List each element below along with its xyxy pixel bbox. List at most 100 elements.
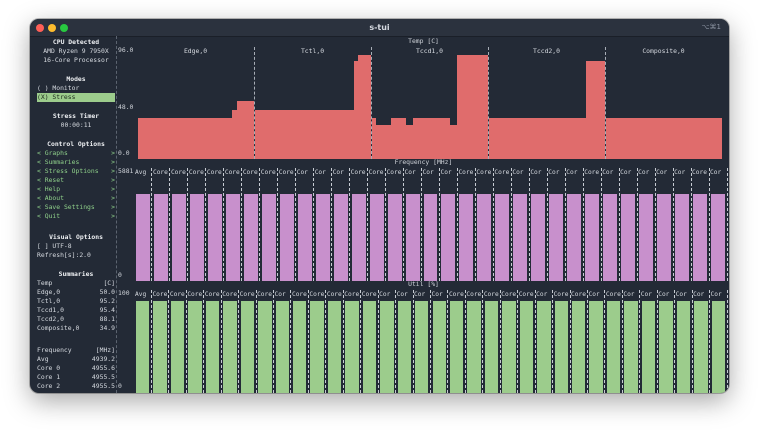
menu-item-label: Save Settings [44, 203, 95, 211]
temp-bar [530, 118, 533, 159]
control-option-stress-options[interactable]: < Stress Options > [37, 167, 115, 176]
freq-summary-row: Core 0 4955.6 [37, 364, 115, 373]
util-column-label: Core [605, 291, 621, 298]
util-column-label: Core [518, 291, 534, 298]
control-option-quit[interactable]: < Quit > [37, 212, 115, 221]
temp-bar [572, 118, 575, 159]
freq-bar [621, 193, 636, 281]
temp-bar [308, 110, 312, 159]
temp-bar [348, 110, 352, 159]
control-option-graphs[interactable]: < Graphs > [37, 149, 115, 158]
util-bar [502, 300, 516, 393]
temp-bar [409, 124, 414, 159]
control-option-reset[interactable]: < Reset > [37, 176, 115, 185]
temp-summary-name: Edge,0 [37, 288, 61, 296]
temp-summary-value: 34.9 [99, 324, 115, 332]
freq-column-divider [331, 168, 333, 281]
control-option-about[interactable]: < About > [37, 194, 115, 203]
freq-column-divider [367, 168, 369, 281]
utf8-checkbox[interactable]: [ ] UTF-8 [37, 242, 72, 250]
control-option-save-settings[interactable]: < Save Settings > [37, 203, 115, 212]
chevron-left-icon: < [37, 167, 41, 175]
chevron-right-icon: > [111, 212, 115, 220]
temp-bar [355, 61, 359, 159]
control-option-help[interactable]: < Help > [37, 185, 115, 194]
freq-bar [585, 193, 600, 281]
freq-bar [693, 193, 708, 281]
util-column-label: Core [291, 291, 307, 298]
util-bar [415, 300, 429, 393]
temp-sensor-label: Tctl,0 [300, 47, 325, 55]
temp-bar [552, 118, 554, 159]
control-options-title: Control Options [47, 140, 105, 148]
menu-item-text: < Quit [37, 212, 60, 221]
temp-bar [593, 61, 596, 159]
freq-summary-name: Core 2 [37, 382, 61, 390]
freq-column-label: Core [224, 169, 240, 176]
temp-sensor-divider [254, 47, 256, 159]
refresh-rate-field[interactable]: Refresh[s]:2.0 [37, 251, 91, 259]
temp-bar [570, 118, 573, 159]
close-window-button[interactable] [36, 24, 44, 32]
util-column-label: Core [483, 291, 499, 298]
freq-bar [405, 193, 420, 281]
control-option-summaries[interactable]: < Summaries > [37, 158, 115, 167]
util-bar [572, 300, 586, 393]
util-column-divider [447, 290, 449, 393]
util-column-divider [534, 290, 537, 393]
zoom-window-button[interactable] [60, 24, 68, 32]
freq-bar [675, 193, 690, 281]
temp-bar [164, 118, 170, 159]
util-column-divider [709, 290, 711, 393]
temp-bar [264, 110, 268, 159]
temp-summary-name: Tctl,0 [37, 297, 61, 305]
freq-bar [459, 193, 474, 281]
freq-column-divider [241, 168, 243, 281]
chevron-left-icon: < [37, 185, 41, 193]
util-bar [624, 300, 638, 393]
temp-bar [546, 118, 549, 159]
freq-bar [297, 193, 312, 281]
temp-bar [311, 110, 315, 159]
mode-monitor-radio[interactable]: ( ) Monitor [37, 84, 80, 92]
temp-bar [287, 110, 291, 159]
util-column-divider [255, 290, 258, 393]
temp-bar [498, 118, 500, 159]
minimize-window-button[interactable] [48, 24, 56, 32]
temp-bar [479, 55, 484, 159]
util-column-label: Cor [588, 291, 600, 298]
util-column-label: Core [553, 291, 569, 298]
temp-bar [273, 110, 277, 159]
freq-graph-title: Frequency [MHz] [394, 158, 453, 166]
temp-bar [594, 61, 597, 159]
util-bar [554, 300, 569, 393]
util-graph-title: Util [%] [408, 280, 439, 288]
temp-bar [143, 118, 150, 159]
temp-bar [533, 118, 536, 159]
temp-bar [576, 118, 579, 159]
temp-bar [535, 118, 537, 159]
temp-bar [242, 100, 249, 159]
temp-bar [304, 110, 308, 159]
temp-bar [584, 118, 587, 159]
mode-stress-radio[interactable]: (X) Stress [37, 93, 115, 102]
temp-bar [575, 118, 577, 159]
util-column-label: Core [187, 291, 203, 298]
freq-column-label: Cor [440, 169, 452, 176]
temp-bar [490, 124, 492, 159]
freq-column-label: Cor [656, 169, 668, 176]
cpu-model-line1: AMD Ryzen 9 7950X [43, 47, 109, 55]
temp-summary-row: Tccd1,0 95.4 [37, 306, 115, 315]
menu-item-text: < Help [37, 185, 60, 194]
temp-bar [334, 110, 338, 159]
temp-bar [372, 118, 377, 159]
temp-bar [548, 118, 551, 159]
temp-bar [541, 118, 544, 159]
temp-bar [595, 61, 598, 159]
temp-bar [169, 118, 176, 159]
temp-bar [237, 100, 244, 159]
temp-bar [475, 55, 481, 159]
temp-bar [306, 110, 310, 159]
freq-column-divider [438, 168, 441, 281]
util-column-divider [220, 290, 223, 393]
